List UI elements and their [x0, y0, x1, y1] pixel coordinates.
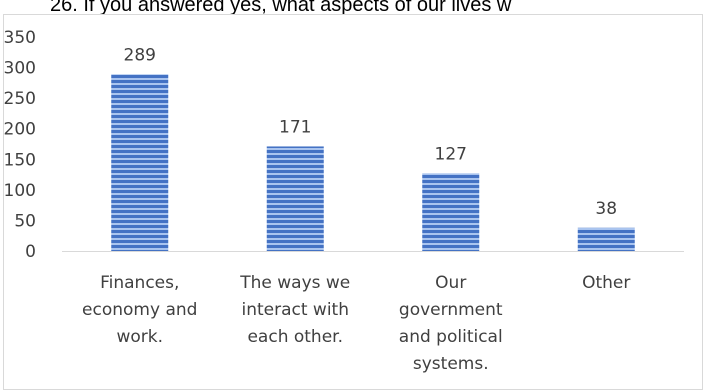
- y-tick-label: 200: [4, 120, 36, 140]
- y-axis: 0 50 100 150 200 250 300 350: [4, 28, 36, 262]
- x-tick-label: work.: [116, 327, 163, 347]
- x-tick-label: The ways we: [239, 273, 350, 293]
- x-tick-label: economy and: [82, 300, 197, 320]
- bar: [266, 146, 324, 251]
- y-tick-label: 350: [4, 28, 36, 48]
- y-tick-label: 50: [14, 211, 36, 231]
- x-tick-label: government: [399, 300, 503, 320]
- data-label: 38: [595, 199, 617, 219]
- y-tick-label: 150: [4, 150, 36, 170]
- y-tick-label: 300: [4, 59, 36, 79]
- y-tick-label: 250: [4, 89, 36, 109]
- x-tick-label: Finances,: [100, 273, 179, 293]
- y-tick-label: 100: [4, 181, 36, 201]
- bar: [577, 227, 635, 251]
- x-tick-label: Other: [582, 273, 630, 293]
- bar: [111, 74, 169, 251]
- x-tick-label: systems.: [413, 354, 489, 374]
- data-label: 289: [124, 45, 156, 65]
- data-label: 127: [435, 144, 467, 164]
- chart-title: 26. If you answered yes, what aspects of…: [50, 0, 512, 16]
- bars: 289 171 127 38: [111, 45, 635, 251]
- data-label: 171: [279, 117, 311, 137]
- x-tick-label: each other.: [247, 327, 343, 347]
- x-tick-label: Our: [435, 273, 466, 293]
- x-axis: Finances, economy and work. The ways we inte…: [62, 251, 684, 374]
- x-tick-label: and political: [399, 327, 503, 347]
- x-tick-label: interact with: [241, 300, 349, 320]
- y-tick-label: 0: [25, 242, 36, 262]
- bar: [422, 173, 480, 251]
